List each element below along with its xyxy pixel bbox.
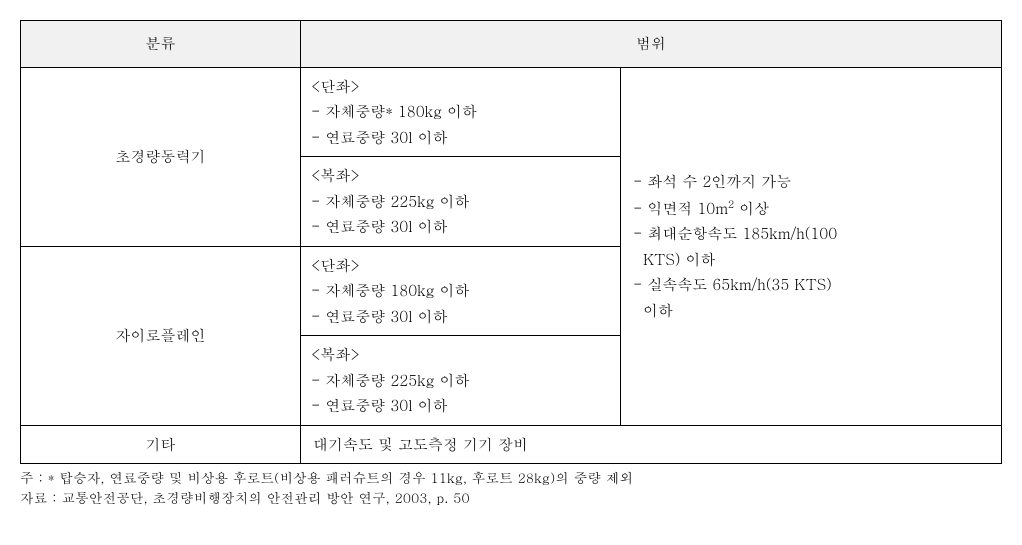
common-line: - 최대순항속도 185km/h(100: [633, 223, 837, 244]
table-row: 기타 대기속도 및 고도측정 기기 장비: [21, 425, 1002, 464]
common-line: 이하: [633, 300, 673, 321]
common-line: - 실속속도 65km/h(35 KTS): [633, 274, 832, 295]
spec-line: - 자체중량 180kg 이하: [311, 280, 470, 301]
table-row: 초경량동력기 <단좌> - 자체중량* 180kg 이하 - 연료중량 30l …: [21, 67, 1002, 157]
spec-line: - 자체중량* 180kg 이하: [311, 101, 477, 122]
spec-line: - 연료중량 30l 이하: [311, 306, 448, 327]
spec-title: <복좌>: [311, 344, 360, 365]
table-header-row: 분류 범위: [21, 21, 1002, 68]
footnote-line: 자료 : 교통안전공단, 초경량비행장치의 안전관리 방안 연구, 2003, …: [20, 488, 1002, 508]
category-ultralight: 초경량동력기: [21, 67, 301, 246]
spec-table: 분류 범위 초경량동력기 <단좌> - 자체중량* 180kg 이하 - 연료중…: [20, 20, 1002, 464]
spec-title: <단좌>: [311, 76, 360, 97]
spec-line: - 연료중량 30l 이하: [311, 395, 448, 416]
category-gyroplane: 자이로플레인: [21, 246, 301, 425]
common-line-part: - 익면적 10m: [633, 198, 728, 219]
common-line: KTS) 이하: [633, 249, 715, 270]
footnotes: 주 : * 탑승자, 연료중량 및 비상용 후로트(비상용 패러슈트의 경우 1…: [20, 468, 1002, 509]
header-range: 범위: [301, 21, 1002, 68]
header-category: 분류: [21, 21, 301, 68]
spec-line: - 자체중량 225kg 이하: [311, 370, 470, 391]
common-line-part: 이상: [734, 198, 769, 219]
common-spec-cell: - 좌석 수 2인까지 가능 - 익면적 10m2 이상 - 최대순항속도 18…: [621, 67, 1002, 425]
spec-title: <복좌>: [311, 165, 360, 186]
spec-line: - 연료중량 30l 이하: [311, 216, 448, 237]
ultralight-double-cell: <복좌> - 자체중량 225kg 이하 - 연료중량 30l 이하: [301, 157, 621, 247]
spec-line: - 자체중량 225kg 이하: [311, 191, 470, 212]
spec-line: - 연료중량 30l 이하: [311, 127, 448, 148]
footnote-line: 주 : * 탑승자, 연료중량 및 비상용 후로트(비상용 패러슈트의 경우 1…: [20, 468, 1002, 488]
other-value: 대기속도 및 고도측정 기기 장비: [301, 425, 1002, 464]
common-line: - 좌석 수 2인까지 가능: [633, 171, 791, 192]
document-container: 분류 범위 초경량동력기 <단좌> - 자체중량* 180kg 이하 - 연료중…: [20, 20, 1002, 509]
gyroplane-double-cell: <복좌> - 자체중량 225kg 이하 - 연료중량 30l 이하: [301, 336, 621, 426]
spec-title: <단좌>: [311, 255, 360, 276]
gyroplane-single-cell: <단좌> - 자체중량 180kg 이하 - 연료중량 30l 이하: [301, 246, 621, 336]
category-other: 기타: [21, 425, 301, 464]
ultralight-single-cell: <단좌> - 자체중량* 180kg 이하 - 연료중량 30l 이하: [301, 67, 621, 157]
